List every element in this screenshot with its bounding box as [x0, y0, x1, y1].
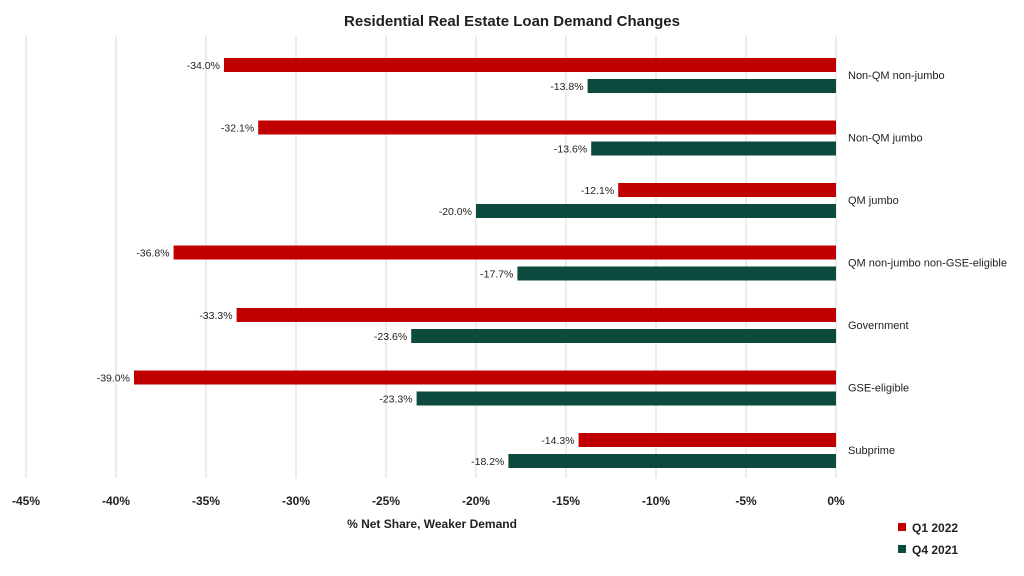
data-label: -34.0%	[187, 60, 220, 72]
x-tick-label: -20%	[462, 494, 490, 508]
chart-title: Residential Real Estate Loan Demand Chan…	[344, 13, 680, 30]
legend-label: Q4 2021	[912, 543, 958, 557]
bar-q1-2022	[224, 58, 836, 72]
legend: Q1 2022 Q4 2021	[898, 521, 958, 557]
legend-label: Q1 2022	[912, 521, 958, 535]
x-tick-labels: -45% -40% -35% -30% -25% -20% -15% -10% -5% 0%	[12, 494, 845, 508]
x-tick-label: -25%	[372, 494, 400, 508]
bar-q1-2022	[134, 370, 836, 385]
category-label: QM non-jumbo non-GSE-eligible	[848, 258, 1007, 270]
bars-group	[134, 58, 837, 468]
bar-q1-2022	[258, 120, 836, 135]
data-label: -23.3%	[379, 394, 412, 406]
x-tick-label: 0%	[827, 494, 845, 508]
data-label: -14.3%	[541, 435, 574, 447]
category-label: Subprime	[848, 445, 895, 457]
category-label: Non-QM non-jumbo	[848, 70, 945, 82]
bar-q1-2022	[173, 245, 837, 260]
bar-q4-2021	[411, 329, 836, 343]
legend-swatch	[898, 545, 906, 553]
bar-q4-2021	[508, 454, 836, 468]
data-label: -13.8%	[550, 81, 583, 93]
bar-q4-2021	[416, 391, 836, 406]
x-tick-label: -35%	[192, 494, 220, 508]
data-label: -18.2%	[471, 456, 504, 468]
x-tick-label: -45%	[12, 494, 40, 508]
data-label: -33.3%	[199, 310, 232, 322]
category-label: Non-QM jumbo	[848, 133, 923, 145]
x-tick-label: -10%	[642, 494, 670, 508]
data-label: -20.0%	[439, 206, 472, 218]
data-label: -39.0%	[97, 373, 130, 385]
data-label: -12.1%	[581, 185, 614, 197]
x-tick-label: -5%	[735, 494, 757, 508]
data-labels: -34.0% -13.8% -32.1% -13.6% -12.1% -20.0% -36.…	[97, 60, 614, 468]
bar-q4-2021	[476, 204, 836, 218]
bar-q4-2021	[591, 141, 836, 156]
data-label: -17.7%	[480, 269, 513, 281]
data-label: -32.1%	[221, 123, 254, 135]
category-label: GSE-eligible	[848, 383, 909, 395]
bar-q1-2022	[618, 183, 836, 197]
x-tick-label: -30%	[282, 494, 310, 508]
bar-q1-2022	[578, 433, 836, 447]
data-label: -36.8%	[136, 248, 169, 260]
category-labels: Non-QM non-jumbo Non-QM jumbo QM jumbo QM n…	[848, 70, 1007, 457]
x-axis-label: % Net Share, Weaker Demand	[347, 517, 517, 531]
bar-q1-2022	[236, 308, 837, 322]
category-label: Government	[848, 320, 909, 332]
data-label: -13.6%	[554, 144, 587, 156]
legend-swatch	[898, 523, 906, 531]
x-tick-label: -15%	[552, 494, 580, 508]
data-label: -23.6%	[374, 331, 407, 343]
bar-q4-2021	[517, 266, 836, 281]
category-label: QM jumbo	[848, 195, 899, 207]
x-tick-label: -40%	[102, 494, 130, 508]
bar-q4-2021	[587, 79, 836, 93]
